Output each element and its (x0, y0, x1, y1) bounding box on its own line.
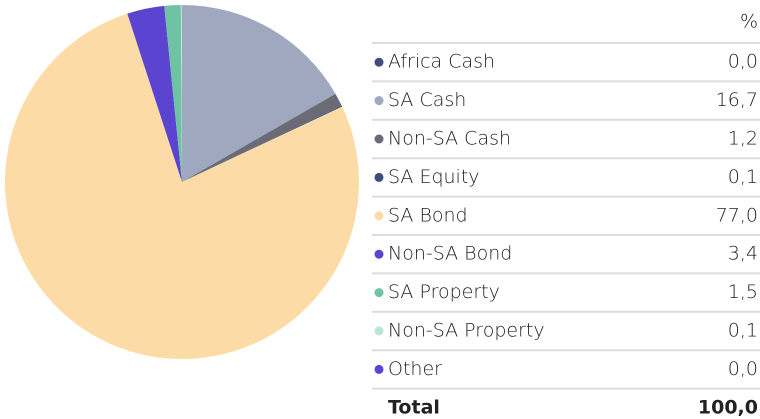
pie-slice (127, 5, 182, 182)
legend-bullet (374, 326, 384, 336)
total-value: 100,0 (698, 396, 758, 418)
value-label: 16,7 (716, 89, 758, 111)
pie-slice (182, 93, 342, 182)
legend-label: Non-SA Bond (388, 243, 512, 265)
value-label: 0,1 (728, 166, 758, 188)
legend-label: SA Property (388, 281, 500, 303)
legend-label: SA Bond (388, 204, 468, 226)
legend-label: Other (388, 358, 442, 380)
legend-bullet (374, 134, 384, 144)
legend-bullet (374, 57, 384, 67)
legend-label: SA Equity (388, 166, 480, 188)
value-label: 77,0 (716, 204, 758, 226)
legend-bullet (374, 211, 384, 221)
value-label: 0,1 (728, 320, 758, 342)
value-label: 0,0 (728, 51, 758, 73)
pie-slice (182, 5, 336, 182)
pie-slice (182, 105, 343, 182)
legend-bullet (374, 96, 384, 106)
legend-label: Non-SA Cash (388, 128, 511, 150)
legend-label: Africa Cash (388, 51, 495, 73)
legend-label: SA Cash (388, 89, 466, 111)
legend-label: Non-SA Property (388, 320, 545, 342)
value-label: 0,0 (728, 358, 758, 380)
value-header: % (740, 11, 758, 33)
value-label: 1,5 (728, 281, 758, 303)
pie-slice (180, 5, 182, 182)
value-label: 3,4 (728, 243, 758, 265)
legend-bullet (374, 288, 384, 298)
legend-bullet (374, 364, 384, 374)
pie-slice (5, 13, 359, 360)
legend-bullet (374, 172, 384, 182)
legend-bullet (374, 249, 384, 259)
total-label: Total (388, 396, 440, 418)
pie-slice (164, 5, 182, 182)
value-label: 1,2 (728, 128, 758, 150)
